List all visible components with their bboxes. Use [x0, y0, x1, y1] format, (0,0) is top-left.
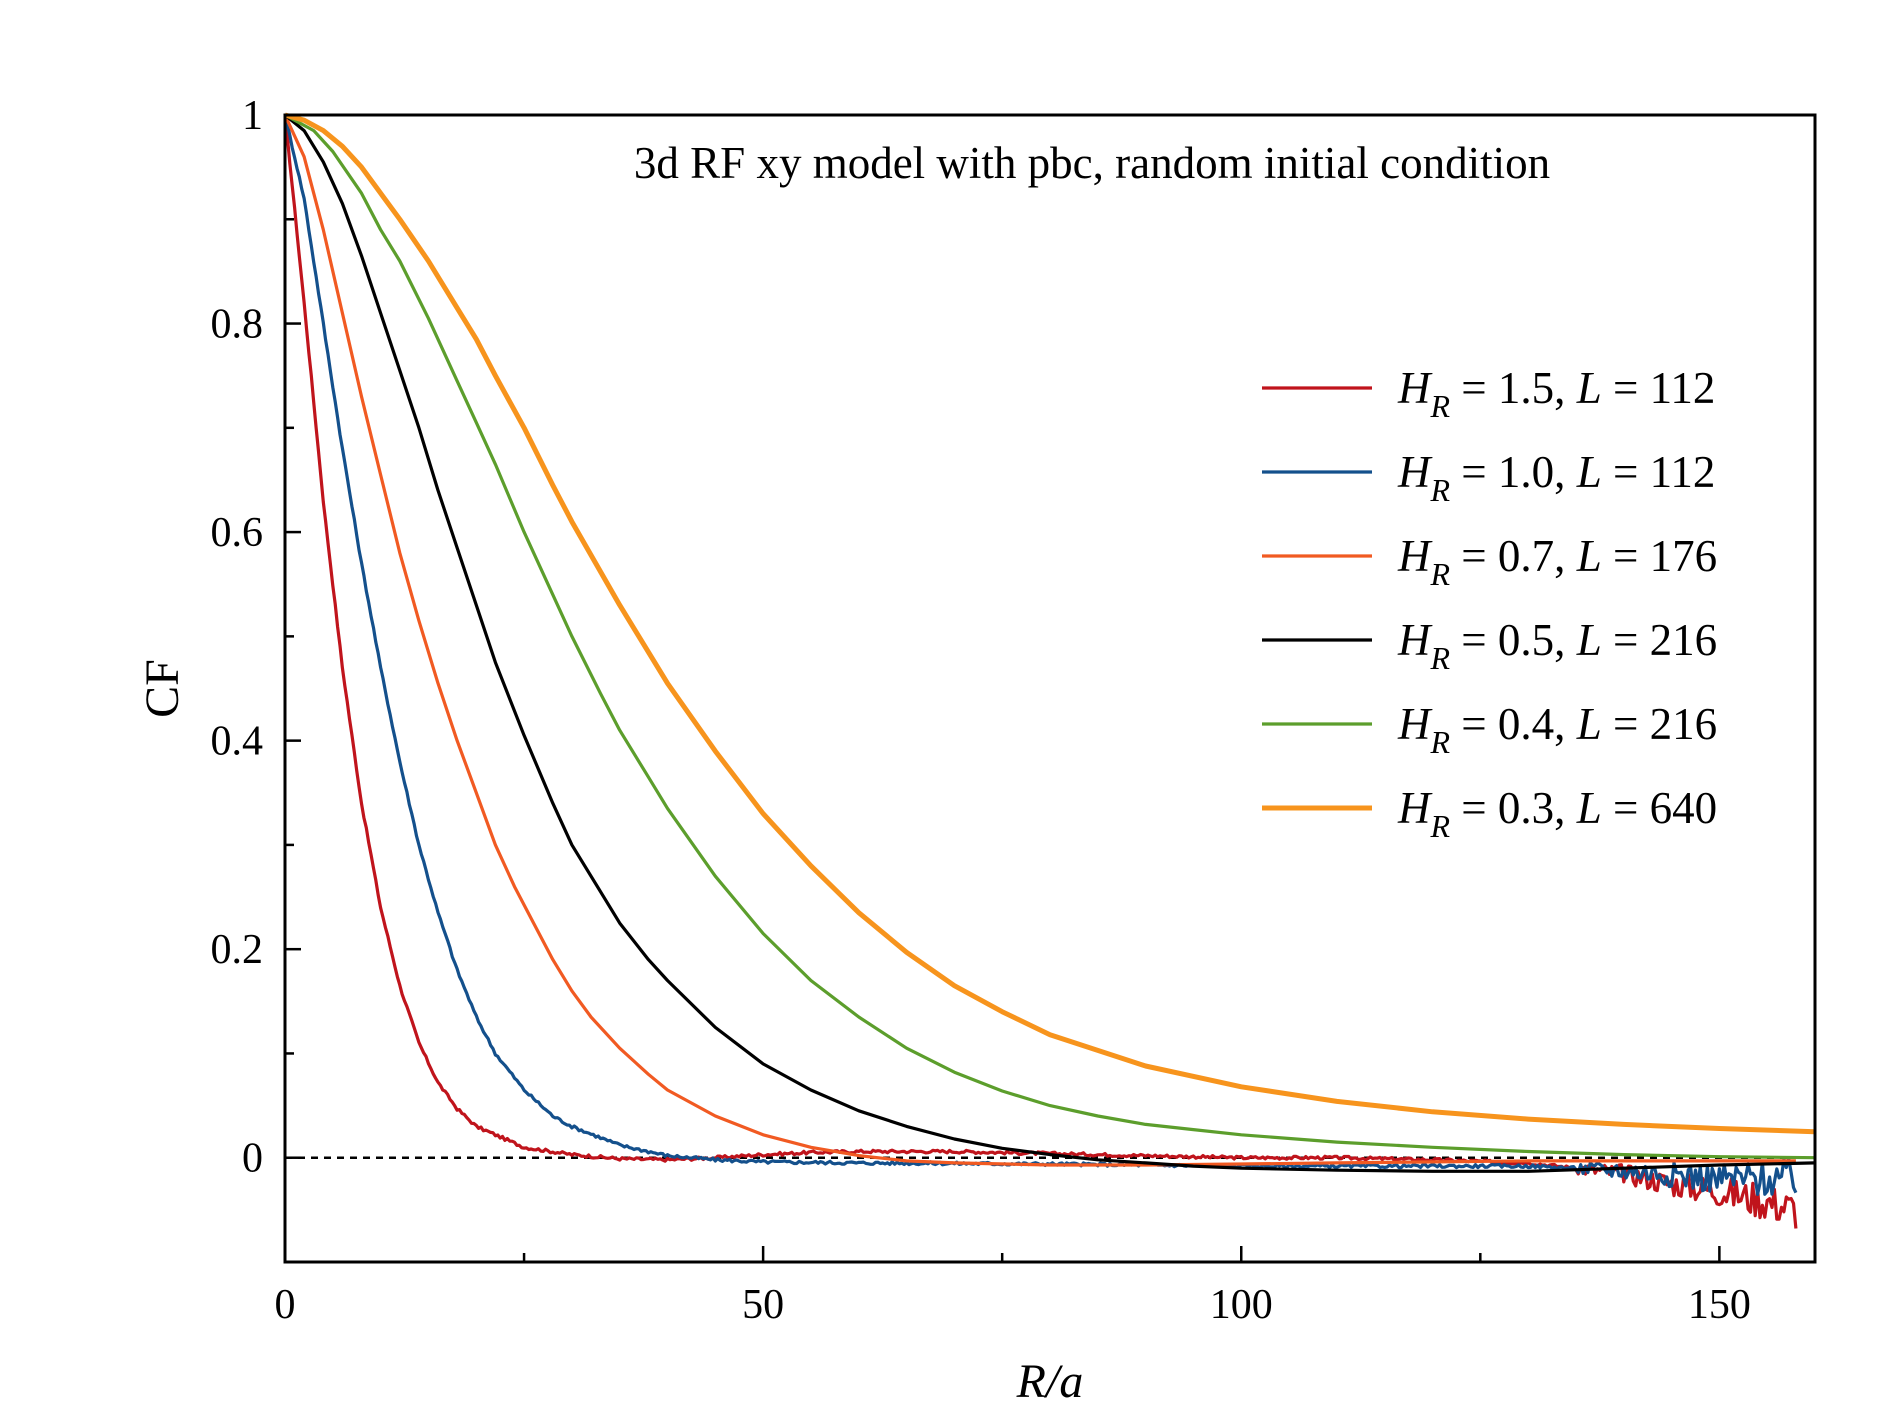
y-tick-label: 0.8: [211, 302, 264, 348]
legend-label: HR = 0.4, L = 216: [1397, 699, 1717, 760]
legend-label: HR = 0.7, L = 176: [1397, 531, 1717, 592]
x-tick-label: 150: [1688, 1282, 1751, 1328]
x-tick-label: 100: [1210, 1282, 1273, 1328]
legend-label: HR = 0.3, L = 640: [1397, 783, 1717, 844]
y-tick-label: 1: [242, 93, 263, 139]
y-tick-label: 0.2: [211, 927, 264, 973]
y-axis-label: CF: [136, 659, 189, 718]
y-tick-label: 0: [242, 1136, 263, 1182]
x-axis-label: R/a: [1016, 1355, 1084, 1408]
legend-label: HR = 1.0, L = 112: [1397, 447, 1715, 508]
series-line: [284, 113, 1816, 1160]
plot-frame: [283, 113, 1817, 1264]
ticks-group: [283, 113, 1721, 1262]
series-line: [284, 112, 1816, 1135]
y-tick-label: 0.4: [211, 719, 264, 765]
series-group: [283, 112, 1816, 1229]
tick-labels-group: 0 50 100 150 0 0.2 0.4 0.6 0.8 1: [211, 93, 1751, 1328]
legend-label: HR = 0.5, L = 216: [1397, 615, 1717, 676]
legend: HR = 1.5, L = 112 HR = 1.0, L = 112 HR = 0…: [1262, 363, 1717, 844]
legend-label: HR = 1.5, L = 112: [1397, 363, 1715, 424]
x-tick-label: 0: [275, 1282, 296, 1328]
series-line: [283, 114, 1796, 1167]
chart-title: 3d RF xy model with pbc, random initial …: [634, 138, 1550, 188]
series-line: [283, 113, 1798, 1229]
x-tick-label: 50: [742, 1282, 784, 1328]
series-line: [283, 113, 1816, 1173]
y-tick-label: 0.6: [211, 510, 264, 556]
